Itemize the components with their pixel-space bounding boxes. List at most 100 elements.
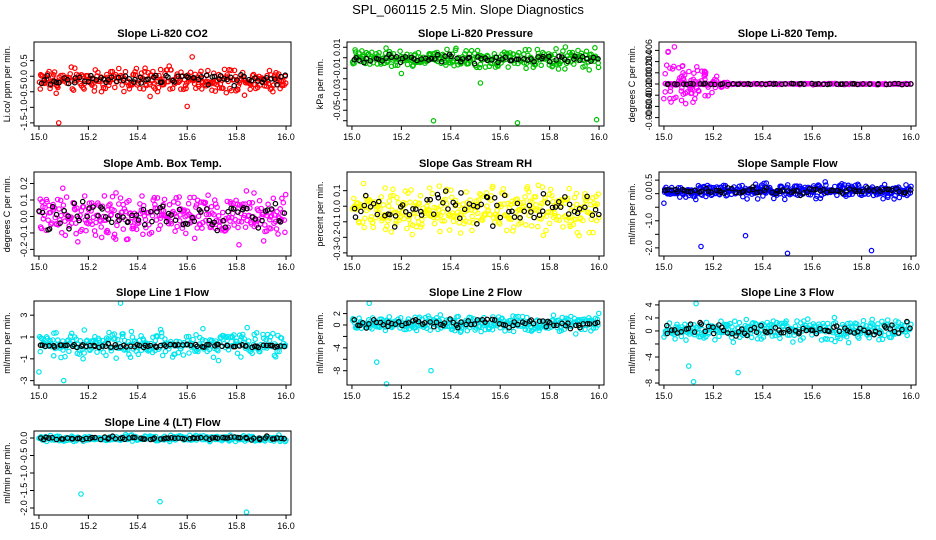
overlay-point (594, 319, 601, 326)
data-point (399, 209, 406, 215)
overlay-point (108, 344, 114, 351)
overlay-point (452, 202, 459, 208)
data-points (349, 300, 602, 387)
panel-2: Slope Li-820 Pressure kPa per min. 15.0 15.… (315, 28, 608, 142)
data-point (669, 66, 676, 72)
overlay-point (272, 344, 278, 350)
overlay-point (221, 76, 228, 82)
overlay-point (889, 322, 895, 329)
overlay-point (687, 80, 694, 87)
overlay-point (351, 205, 358, 212)
x-tick-label: 15.8 (853, 132, 871, 142)
data-point (760, 334, 767, 341)
overlay-point (744, 332, 750, 339)
data-point (532, 62, 539, 68)
data-point (159, 352, 166, 359)
overlay-point (728, 185, 735, 192)
data-point (214, 81, 220, 88)
data-point (538, 62, 545, 69)
data-point (50, 72, 57, 78)
x-tick-label: 16.0 (277, 132, 295, 142)
x-tick-label: 15.8 (228, 262, 246, 272)
x-tick-label: 15.2 (80, 132, 98, 142)
data-point (249, 350, 256, 357)
data-point (125, 236, 131, 242)
y-axis-label: percent per min. (315, 181, 325, 246)
overlay-point (674, 188, 681, 195)
overlay-point (198, 209, 204, 215)
overlay-point (502, 322, 509, 329)
data-point (560, 48, 566, 54)
data-point (592, 44, 598, 51)
overlay-point (184, 221, 191, 227)
overlay-point (710, 330, 717, 337)
data-point (151, 194, 158, 201)
data-point (199, 225, 205, 232)
data-point (671, 44, 678, 50)
overlay-point (277, 219, 284, 225)
data-point (466, 219, 473, 225)
overlay-point (367, 204, 374, 210)
y-axis-label: degrees C per min. (627, 46, 637, 123)
data-point (542, 195, 549, 202)
data-point (500, 186, 507, 192)
overlay-point (410, 317, 416, 324)
overlay-point (856, 188, 863, 194)
data-point (135, 220, 142, 226)
overlay-point (663, 322, 670, 329)
overlay-point (564, 58, 571, 65)
data-point (53, 329, 59, 336)
overlay-point (243, 435, 250, 442)
outlier-point (383, 381, 390, 387)
overlay-point (259, 217, 265, 224)
overlay-point (468, 321, 474, 328)
data-points (660, 44, 914, 107)
overlay-point (209, 435, 216, 441)
data-point (856, 335, 862, 341)
data-point (515, 214, 522, 221)
outlier-point (209, 87, 215, 94)
overlay-point (719, 81, 726, 87)
data-point (822, 179, 829, 185)
y-tick-label: 0.5 (644, 174, 654, 187)
data-point (120, 226, 127, 232)
overlay-point (65, 80, 72, 87)
data-point (386, 198, 393, 204)
overlay-point (506, 324, 512, 331)
data-point (154, 195, 161, 201)
x-tick-label: 16.0 (277, 262, 295, 272)
data-point (73, 230, 79, 237)
overlay-point (484, 316, 491, 323)
data-point (860, 317, 867, 324)
outlier-point (157, 498, 163, 505)
x-tick-label: 15.4 (129, 521, 147, 531)
data-point (98, 224, 105, 230)
data-point (360, 180, 367, 187)
data-point (436, 183, 443, 189)
overlay-point (521, 208, 528, 215)
overlay-point (165, 210, 172, 217)
data-point (595, 64, 602, 71)
data-point (51, 330, 57, 337)
data-point (667, 95, 673, 102)
data-point (712, 84, 719, 91)
overlay-point (851, 187, 858, 193)
data-point (580, 217, 586, 224)
overlay-point (895, 80, 902, 87)
overlay-point (125, 219, 131, 225)
data-point (551, 51, 558, 58)
overlay-point (588, 58, 594, 64)
overlay-point (678, 328, 685, 335)
data-point (547, 186, 554, 193)
x-tick-label: 15.4 (442, 262, 460, 272)
data-point (54, 196, 61, 203)
overlay-point (224, 435, 231, 441)
data-point (395, 199, 402, 206)
data-point (172, 228, 178, 235)
data-point (54, 337, 61, 343)
overlay-point (531, 214, 537, 221)
data-point (195, 348, 201, 355)
y-axis-label: ml/min per min. (627, 312, 637, 374)
overlay-point (268, 76, 274, 82)
